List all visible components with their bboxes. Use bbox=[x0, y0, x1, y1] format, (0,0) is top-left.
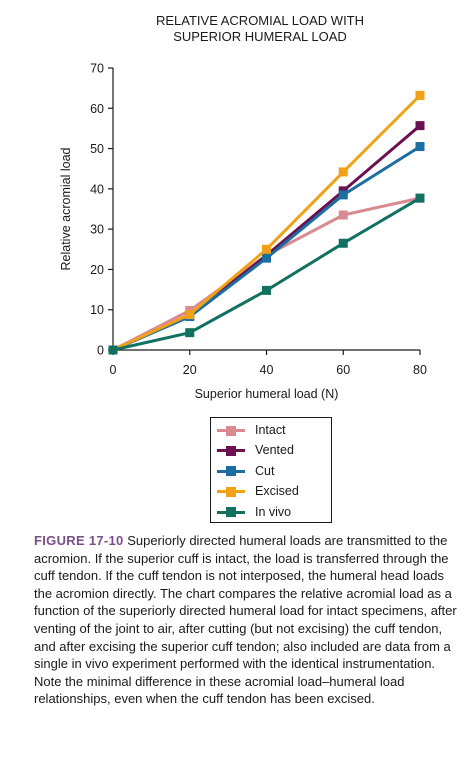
legend-item-excised: Excised bbox=[211, 481, 331, 501]
y-tick-label: 40 bbox=[90, 182, 104, 196]
series-line-excised bbox=[112, 94, 422, 352]
data-point-in-vivo bbox=[262, 285, 271, 295]
figure-caption-label: FIGURE 17-10 bbox=[34, 533, 124, 548]
legend-item-cut: Cut bbox=[211, 461, 331, 481]
data-point-in-vivo bbox=[415, 193, 425, 203]
data-point-excised bbox=[262, 244, 271, 254]
x-tick-label: 0 bbox=[110, 363, 117, 377]
data-point-in-vivo bbox=[338, 238, 348, 248]
legend-label: Intact bbox=[255, 423, 286, 437]
legend-swatch bbox=[217, 445, 245, 456]
x-axis-ticks: 0 20 40 60 80 bbox=[110, 350, 427, 377]
series-layer bbox=[108, 90, 425, 355]
data-point-excised bbox=[185, 310, 195, 320]
legend-label: Excised bbox=[255, 484, 299, 499]
x-axis-label: Superior humeral load (N) bbox=[195, 387, 339, 401]
x-tick-label: 80 bbox=[413, 363, 427, 377]
legend-swatch bbox=[217, 486, 245, 497]
x-tick-label: 60 bbox=[336, 363, 350, 377]
figure-caption: FIGURE 17-10 Superiorly directed humeral… bbox=[34, 532, 462, 708]
line-chart: 0 10 20 30 40 50 60 70 0 20 40 60 80 Superior humer… bbox=[59, 62, 427, 402]
series-line-vented bbox=[112, 124, 421, 352]
data-point-cut bbox=[415, 142, 425, 152]
legend-swatch bbox=[217, 507, 245, 518]
y-tick-label: 30 bbox=[90, 223, 104, 237]
data-point-excised bbox=[415, 90, 425, 100]
data-point-excised bbox=[338, 167, 348, 177]
chart-title: RELATIVE ACROMIAL LOAD WITH SUPERIOR HUM… bbox=[60, 13, 460, 45]
y-tick-label: 60 bbox=[90, 102, 104, 116]
y-tick-label: 0 bbox=[97, 344, 104, 358]
y-tick-label: 50 bbox=[90, 142, 104, 156]
data-point-cut bbox=[262, 253, 271, 263]
legend-item-vented: Vented bbox=[211, 440, 331, 460]
chart-title-line-1: RELATIVE ACROMIAL LOAD WITH bbox=[155, 13, 365, 28]
x-tick-label: 20 bbox=[183, 363, 197, 377]
series-in-vivo bbox=[108, 193, 425, 355]
legend-label: Cut bbox=[255, 463, 275, 478]
data-point-intact bbox=[338, 210, 348, 220]
y-tick-label: 20 bbox=[90, 263, 104, 277]
y-tick-label: 70 bbox=[90, 62, 104, 76]
legend: Intact Vented Cut Excised In vivo bbox=[210, 417, 332, 523]
legend-swatch bbox=[217, 425, 245, 436]
data-point-in-vivo bbox=[185, 328, 195, 338]
legend-label: Vented bbox=[255, 443, 294, 458]
legend-label: In vivo bbox=[255, 504, 292, 519]
legend-item-intact: Intact bbox=[211, 420, 331, 440]
legend-item-in-vivo: In vivo bbox=[211, 502, 331, 522]
series-vented bbox=[108, 121, 425, 355]
y-tick-label: 10 bbox=[90, 303, 104, 317]
data-point-cut bbox=[338, 190, 348, 200]
y-axis-ticks: 0 10 20 30 40 50 60 70 bbox=[90, 62, 113, 358]
data-point-vented bbox=[415, 121, 425, 131]
chart-title-line-2: SUPERIOR HUMERAL LOAD bbox=[173, 29, 347, 44]
figure-caption-text: Superiorly directed humeral loads are tr… bbox=[34, 533, 457, 707]
y-axis-label: Relative acromial load bbox=[59, 147, 73, 270]
legend-swatch bbox=[217, 466, 245, 477]
data-point-in-vivo bbox=[108, 345, 118, 355]
x-tick-label: 40 bbox=[260, 363, 274, 377]
